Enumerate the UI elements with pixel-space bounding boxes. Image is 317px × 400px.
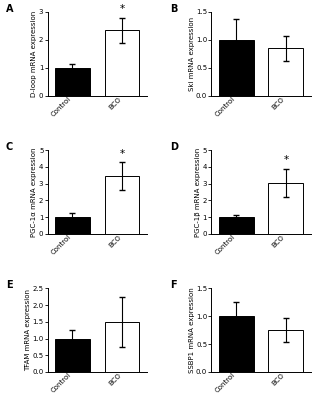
Y-axis label: PGC-1β mRNA expression: PGC-1β mRNA expression (195, 147, 201, 237)
Bar (105, 30, 139, 96)
Bar (219, 40, 254, 96)
Bar (55, 68, 90, 96)
Y-axis label: TFAM mRNA expression: TFAM mRNA expression (25, 289, 31, 371)
Bar (219, 316, 254, 372)
Y-axis label: SSBP1 mRNA expression: SSBP1 mRNA expression (189, 287, 195, 373)
Y-axis label: D-loop mRNA expression: D-loop mRNA expression (31, 11, 37, 97)
Bar (219, 217, 254, 234)
Text: B: B (170, 4, 177, 14)
Bar (268, 330, 303, 372)
Y-axis label: PGC-1α mRNA expression: PGC-1α mRNA expression (31, 147, 37, 237)
Text: *: * (120, 4, 125, 14)
Bar (268, 183, 303, 234)
Bar (55, 338, 90, 372)
Bar (105, 176, 139, 234)
Text: *: * (283, 155, 288, 165)
Text: A: A (6, 4, 13, 14)
Text: C: C (6, 142, 13, 152)
Text: D: D (170, 142, 178, 152)
Bar (55, 217, 90, 234)
Text: *: * (120, 148, 125, 158)
Text: E: E (6, 280, 12, 290)
Bar (268, 48, 303, 96)
Y-axis label: Ski mRNA expression: Ski mRNA expression (189, 17, 195, 91)
Text: F: F (170, 280, 176, 290)
Bar (105, 322, 139, 372)
